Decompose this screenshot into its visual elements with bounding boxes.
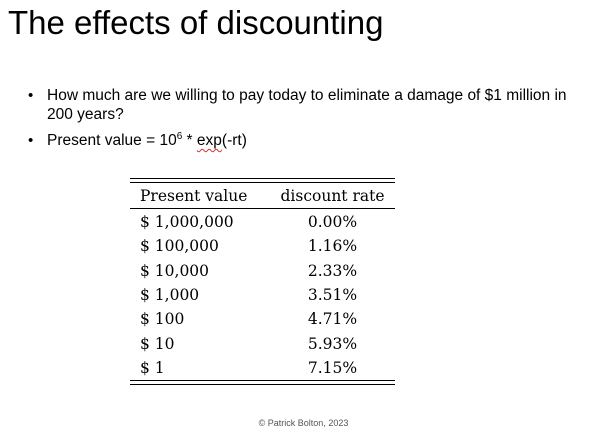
formula-suffix: (-rt): [221, 132, 247, 149]
formula-prefix: Present value = 10: [47, 132, 177, 149]
present-value-cell: $ 100: [140, 310, 185, 329]
present-value-table: Present value discount rate $ 1,000,000 0…: [130, 178, 395, 386]
bullet-dot-icon: •: [28, 87, 34, 104]
present-value-cell: $ 1,000,000: [140, 213, 234, 232]
discount-rate-cell: 4.71%: [307, 310, 358, 329]
table-row: $ 1,000,000 0.00%: [130, 210, 395, 234]
table-bottom-rule: [130, 380, 395, 386]
table-top-rule: [130, 178, 395, 183]
discount-rate-cell: 0.00%: [307, 213, 358, 232]
present-value-cell: $ 10: [140, 334, 175, 353]
copyright-footer: © Patrick Bolton, 2023: [258, 418, 349, 428]
table-header-row: Present value discount rate: [130, 183, 395, 209]
pv-table: Present value discount rate $ 1,000,000 0…: [130, 183, 395, 380]
bullet-question: • How much are we willing to pay today t…: [28, 86, 588, 124]
header-discount-rate: discount rate: [280, 187, 385, 205]
bullet-dot-icon: •: [28, 132, 34, 149]
discount-rate-cell: 5.93%: [307, 334, 358, 353]
present-value-cell: $ 1,000: [140, 286, 200, 305]
table-row: $ 1,000 3.51%: [130, 283, 395, 307]
present-value-cell: $ 100,000: [140, 237, 219, 256]
present-value-cell: $ 1: [140, 358, 165, 377]
discount-rate-cell: 1.16%: [307, 237, 358, 256]
formula-exp: exp: [196, 132, 222, 149]
bullet-formula: • Present value = 106 * exp(-rt): [28, 131, 588, 150]
discount-rate-cell: 3.51%: [307, 286, 358, 305]
table-row: $ 10 5.93%: [130, 331, 395, 355]
table-body: $ 1,000,000 0.00% $ 100,000 1.16% $ 10,000 2.…: [130, 210, 395, 380]
table-row: $ 10,000 2.33%: [130, 259, 395, 283]
bullet-list: • How much are we willing to pay today t…: [28, 86, 588, 150]
present-value-cell: $ 10,000: [140, 261, 210, 280]
discount-rate-cell: 2.33%: [307, 261, 358, 280]
formula-operator: *: [182, 132, 197, 149]
slide-title: The effects of discounting: [8, 4, 384, 41]
table-row: $ 100 4.71%: [130, 307, 395, 331]
table-row: $ 1 7.15%: [130, 356, 395, 380]
header-present-value: Present value: [140, 187, 248, 205]
discount-rate-cell: 7.15%: [307, 358, 358, 377]
bullet-question-text: How much are we willing to pay today to …: [47, 87, 567, 123]
table-row: $ 100,000 1.16%: [130, 234, 395, 258]
formula-exponent: 6: [176, 130, 183, 142]
